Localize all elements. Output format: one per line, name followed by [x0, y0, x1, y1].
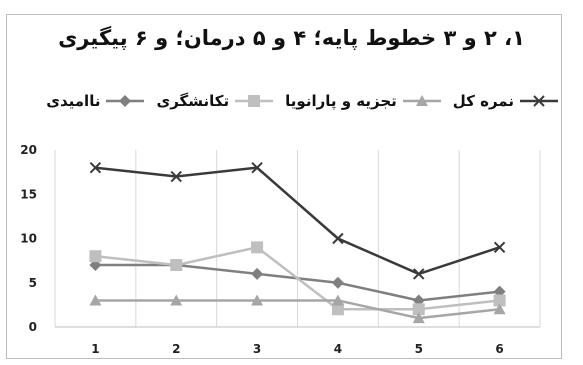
legend: نمره کل تجزیه و پارانویا تکانشگری ناامیدی — [40, 88, 560, 114]
series-3-line — [95, 246, 500, 311]
legend-swatch-x-icon — [520, 95, 558, 107]
y-tick-label: 0 — [29, 320, 37, 334]
legend-item-3: تکانشگری — [156, 92, 275, 110]
series-3-point-1 — [89, 250, 102, 263]
x-tick-label: 3 — [253, 342, 261, 356]
series-2-point-1 — [89, 294, 102, 306]
legend-label: تجزیه و پارانویا — [285, 92, 397, 110]
x-tick-label: 2 — [172, 342, 180, 356]
series-3-point-5 — [412, 303, 425, 316]
series-1-point-5 — [413, 268, 425, 280]
series-2-point-6 — [493, 303, 506, 315]
series-2-point-4 — [331, 294, 344, 306]
series-3-point-3 — [251, 241, 264, 254]
y-tick-label: 15 — [20, 187, 37, 201]
chart-title: ۱، ۲ و ۳ خطوط پایه؛ ۴ و ۵ درمان؛ و ۶ پیگ… — [58, 26, 525, 50]
legend-swatch-square-icon — [235, 95, 274, 107]
series-4-point-4 — [331, 276, 344, 289]
y-tick-label: 5 — [29, 276, 37, 290]
series-1-line — [95, 166, 500, 276]
legend-item-2: تجزیه و پارانویا — [285, 92, 443, 110]
legend-1-point-legend — [533, 95, 545, 107]
series-3-point-2 — [170, 259, 183, 272]
series-3-point-6 — [493, 294, 506, 307]
legend-2-point-legend — [415, 95, 428, 106]
y-tick-label: 10 — [20, 232, 37, 246]
series-3-group — [89, 241, 506, 316]
series-2-point-5 — [412, 312, 425, 324]
legend-label: ناامیدی — [46, 92, 101, 110]
x-tick-label: 5 — [415, 342, 423, 356]
series-1-group — [89, 161, 506, 280]
series-4-point-3 — [251, 267, 264, 280]
series-3-point-4 — [331, 303, 344, 316]
legend-label: تکانشگری — [156, 92, 230, 110]
series-2-point-2 — [170, 294, 183, 306]
series-1-point-6 — [493, 241, 506, 254]
y-tick-label: 20 — [20, 143, 37, 157]
legend-4-point-legend — [119, 95, 132, 107]
legend-item-4: ناامیدی — [46, 92, 146, 110]
x-tick-label: 4 — [334, 342, 342, 356]
series-1-point-4 — [332, 232, 344, 245]
series-1-point-3 — [251, 161, 263, 174]
legend-swatch-diamond-icon — [106, 95, 145, 107]
series-2-group — [89, 294, 506, 324]
series-1-point-1 — [89, 161, 102, 174]
series-2-line — [95, 299, 500, 320]
series-2-point-3 — [251, 294, 264, 306]
legend-3-point-legend — [248, 95, 261, 107]
legend-swatch-triangle-icon — [402, 95, 441, 106]
series-1-point-2 — [170, 170, 182, 183]
legend-item-1: نمره کل — [453, 92, 560, 110]
x-tick-label: 1 — [91, 342, 99, 356]
legend-label: نمره کل — [452, 92, 514, 110]
x-tick-label: 6 — [495, 342, 503, 356]
